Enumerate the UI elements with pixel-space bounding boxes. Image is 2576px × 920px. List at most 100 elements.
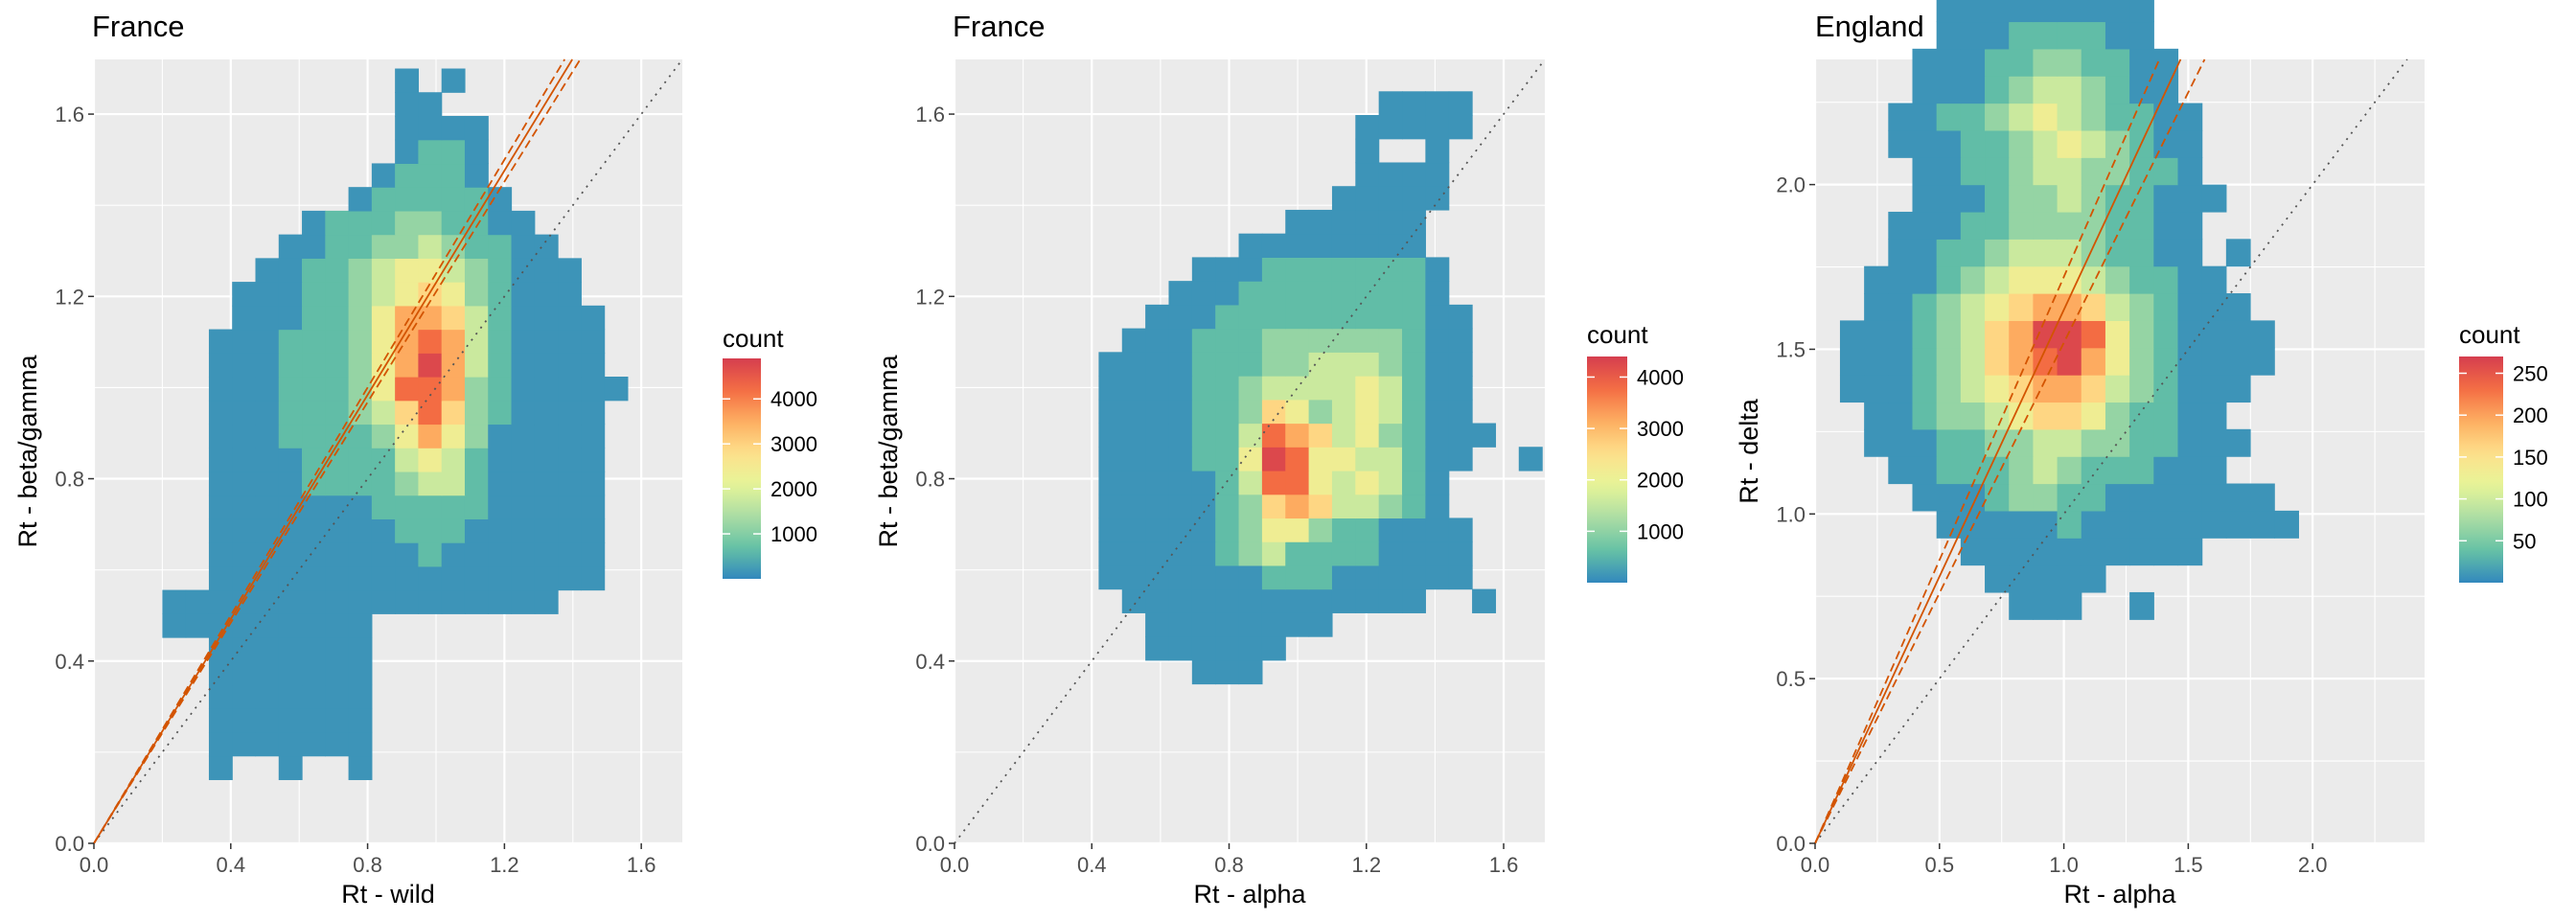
heatmap-tile (1261, 376, 1286, 401)
heatmap-tile (1425, 399, 1450, 425)
heatmap-tile (418, 187, 443, 212)
heatmap-tile (1285, 564, 1310, 590)
heatmap-tile (1215, 423, 1240, 448)
heatmap-tile (1285, 423, 1310, 448)
heatmap-tile (1215, 494, 1240, 519)
legend-tick-label: 150 (2513, 446, 2548, 470)
heatmap-tile (464, 448, 489, 472)
panel-1-legend-ticks: 1000 2000 3000 4000 (723, 387, 817, 546)
heatmap-tile (2201, 483, 2227, 512)
heatmap-tile (371, 258, 396, 283)
heatmap-tile (1215, 447, 1240, 472)
heatmap-tile (1425, 281, 1450, 306)
heatmap-tile (348, 377, 373, 402)
heatmap-tile (2177, 320, 2203, 349)
heatmap-tile (232, 494, 257, 519)
heatmap-tile (302, 637, 326, 662)
heatmap-tile (441, 424, 466, 448)
heatmap-tile (1331, 233, 1356, 259)
heatmap-tile (208, 660, 233, 686)
heatmap-tile (558, 448, 582, 472)
heatmap-tile (1960, 76, 1986, 104)
heatmap-tile (2104, 483, 2130, 512)
panel-3-legend: count 50 100 150 200 250 (2459, 320, 2548, 583)
heatmap-tile (2201, 510, 2227, 539)
heatmap-tile (232, 565, 257, 591)
heatmap-tile (1448, 115, 1473, 140)
heatmap-tile (488, 448, 513, 472)
heatmap-tile (1191, 257, 1216, 282)
heatmap-tile (1308, 423, 1333, 448)
heatmap-tile (232, 471, 257, 496)
heatmap-tile (1215, 636, 1240, 661)
heatmap-tile (2009, 239, 2035, 267)
heatmap-tile (1378, 518, 1403, 542)
x-tick-label: 1.2 (490, 853, 519, 877)
heatmap-tile (278, 258, 303, 283)
heatmap-tile (2057, 483, 2082, 512)
heatmap-tile (558, 494, 582, 519)
heatmap-tile (1145, 588, 1170, 613)
heatmap-tile (2225, 375, 2251, 403)
heatmap-tile (1864, 293, 1889, 321)
heatmap-tile (302, 565, 326, 591)
heatmap-tile (1402, 304, 1426, 330)
heatmap-tile (348, 684, 373, 709)
heatmap-tile (255, 329, 280, 354)
heatmap-tile (2104, 293, 2130, 321)
heatmap-tile (2153, 293, 2179, 321)
heatmap-tile (2009, 428, 2035, 457)
heatmap-tile (208, 589, 233, 614)
heatmap-tile (1378, 162, 1403, 187)
heatmap-tile (1191, 564, 1216, 590)
heatmap-tile (348, 542, 373, 567)
heatmap-tile (1888, 265, 1914, 294)
heatmap-tile (278, 329, 303, 354)
heatmap-tile (1121, 588, 1146, 613)
heatmap-tile (302, 542, 326, 567)
heatmap-tile (302, 589, 326, 614)
heatmap-tile (1145, 376, 1170, 401)
heatmap-tile (2153, 265, 2179, 294)
heatmap-tile (278, 518, 303, 543)
heatmap-tile (558, 518, 582, 543)
heatmap-tile (558, 353, 582, 378)
heatmap-tile (1261, 281, 1286, 306)
heatmap-tile (1448, 91, 1473, 116)
heatmap-tile (1168, 328, 1193, 353)
heatmap-tile (1936, 293, 1962, 321)
panel-1-x-axis-title: Rt - wild (341, 880, 435, 908)
heatmap-tile (464, 187, 489, 212)
heatmap-tile (1912, 211, 1938, 240)
heatmap-tile (371, 471, 396, 496)
heatmap-tile (1261, 257, 1286, 282)
heatmap-tile (464, 471, 489, 496)
panel-3-legend-ticks: 50 100 150 200 250 (2459, 361, 2548, 553)
heatmap-tile (534, 448, 559, 472)
heatmap-tile (2033, 48, 2058, 77)
heatmap-tile (2104, 375, 2130, 403)
heatmap-tile (325, 589, 350, 614)
heatmap-tile (278, 589, 303, 614)
heatmap-tile (1912, 48, 1938, 77)
heatmap-tile (1378, 233, 1403, 259)
heatmap-tile (1238, 399, 1263, 425)
heatmap-tile (208, 684, 233, 709)
heatmap-tile (1168, 588, 1193, 613)
legend-tick-label: 4000 (770, 387, 817, 411)
heatmap-tile (534, 471, 559, 496)
heatmap-tile (1355, 304, 1380, 330)
heatmap-tile (1960, 103, 1986, 131)
heatmap-tile (325, 684, 350, 709)
heatmap-tile (1191, 423, 1216, 448)
heatmap-tile (2129, 347, 2154, 376)
heatmap-tile (1238, 636, 1263, 661)
heatmap-tile (348, 471, 373, 496)
heatmap-tile (2009, 293, 2035, 321)
heatmap-tile (2033, 456, 2058, 485)
heatmap-tile (2177, 538, 2203, 566)
heatmap-tile (534, 329, 559, 354)
heatmap-tile (325, 637, 350, 662)
heatmap-tile (1378, 186, 1403, 211)
heatmap-tile (441, 163, 466, 188)
